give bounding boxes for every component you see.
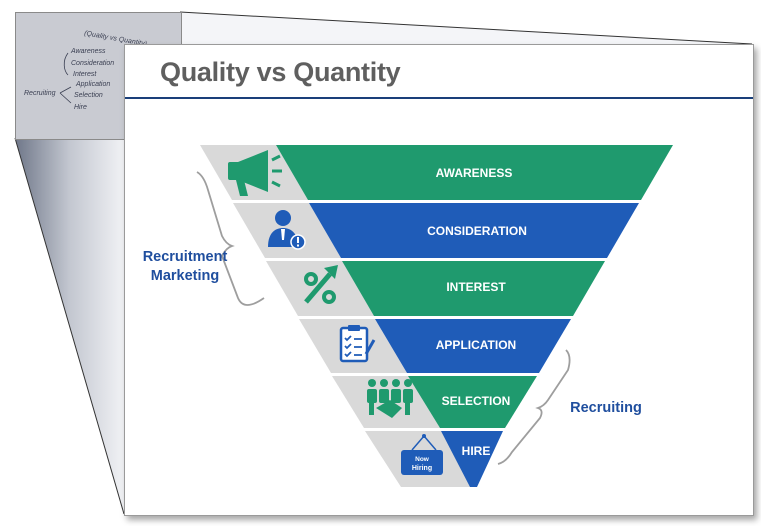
stage-band-consideration: [309, 203, 639, 258]
stage-label-awareness: AWARENESS: [436, 166, 513, 180]
stage-band-selection: [408, 376, 537, 428]
recruitment-marketing-label: Recruitment Marketing: [130, 248, 240, 286]
stage-label-consideration: CONSIDERATION: [427, 224, 527, 238]
recruiting-bracket: [497, 349, 571, 465]
recruiting-label: Recruiting: [570, 400, 642, 416]
thumb-line: Consideration: [71, 60, 114, 67]
recruitment-marketing-line2: Marketing: [150, 268, 220, 284]
marketing-bracket: [196, 171, 265, 306]
hiring-sign-now: Now: [415, 456, 430, 463]
stage-band-hire: [441, 431, 503, 487]
stage-band-application: [375, 319, 571, 373]
thumb-line: Awareness: [70, 48, 106, 55]
now-hiring-sign-icon: Now Hiring: [401, 434, 443, 475]
stage-label-selection: SELECTION: [442, 394, 511, 408]
thumb-line: Selection: [74, 92, 103, 99]
handshake-group-icon: [367, 379, 413, 418]
hiring-sign-hiring: Hiring: [412, 465, 432, 472]
stage-band-awareness: [276, 145, 673, 200]
thumb-line: Application: [75, 81, 110, 88]
stage-label-interest: INTEREST: [446, 280, 506, 294]
thumb-line: Recruiting: [24, 90, 56, 97]
title-underline: [125, 97, 753, 99]
handwritten-note-thumbnail: (Quality vs Quantity) Awareness Consider…: [15, 12, 182, 140]
stage-band-interest: [342, 261, 605, 316]
stage-label-application: APPLICATION: [436, 338, 516, 352]
slide-title: Quality vs Quantity: [160, 57, 401, 87]
thumb-line: Interest: [73, 71, 97, 78]
percent-arrow-icon: [304, 265, 338, 304]
megaphone-icon: [228, 150, 282, 196]
recruitment-marketing-line1: Recruitment: [142, 249, 228, 265]
thumb-line: Hire: [74, 104, 87, 111]
clipboard-checklist-icon: [339, 325, 376, 363]
stage-label-hire: HIRE: [462, 444, 491, 458]
person-alert-icon: [268, 210, 306, 250]
